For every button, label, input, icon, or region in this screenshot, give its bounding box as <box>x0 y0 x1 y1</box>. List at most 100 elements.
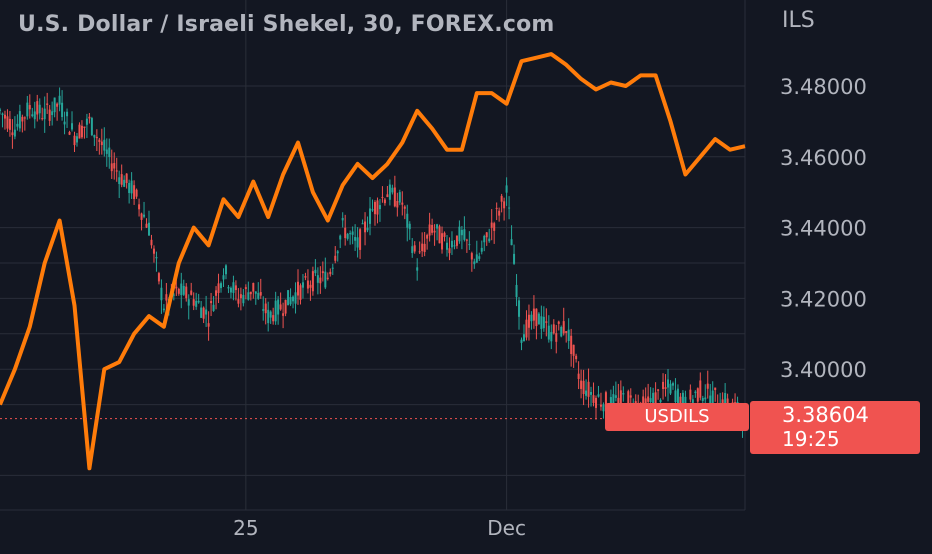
candle-body <box>657 389 660 391</box>
candle-body <box>704 397 707 400</box>
candle-body <box>577 373 580 379</box>
candle-body <box>465 239 468 241</box>
candle-body <box>103 139 106 151</box>
candle-body <box>130 180 133 194</box>
candle-body <box>505 185 508 193</box>
candle-body <box>252 283 255 292</box>
candle-body <box>709 395 712 406</box>
candle-body <box>217 283 220 293</box>
candle-body <box>133 185 136 200</box>
candle-body <box>351 231 354 235</box>
candle-body <box>378 205 381 210</box>
candle-body <box>652 392 655 409</box>
candle-body <box>282 313 285 316</box>
candle-body <box>341 217 344 221</box>
candle-body <box>418 251 421 253</box>
candle-body <box>28 105 31 110</box>
candle-body <box>433 230 436 233</box>
y-tick-label: 3.42000 <box>780 287 867 311</box>
candle-body <box>18 111 21 129</box>
candle-body <box>292 296 295 302</box>
candle-body <box>110 163 113 172</box>
candle-body <box>572 344 575 356</box>
candle-body <box>356 237 359 248</box>
candle-body <box>694 391 697 393</box>
candle-body <box>468 244 471 246</box>
candle-body <box>177 288 180 294</box>
candle-body <box>617 397 620 407</box>
candle-series <box>0 87 744 438</box>
candle-body <box>503 201 506 209</box>
candle-body <box>100 141 103 146</box>
candle-body <box>334 255 337 261</box>
candle-body <box>458 226 461 242</box>
candle-body <box>592 395 595 403</box>
candle-body <box>73 135 76 146</box>
candle-body <box>349 233 352 235</box>
candle-body <box>383 199 386 204</box>
candle-body <box>202 307 205 319</box>
symbol-badge[interactable]: USDILS <box>605 403 749 431</box>
candle-body <box>495 207 498 209</box>
candle-body <box>550 332 553 342</box>
candle-body <box>689 389 692 400</box>
candle-body <box>525 319 528 338</box>
candle-body <box>16 123 19 127</box>
candle-body <box>304 276 307 278</box>
candle-body <box>515 284 518 298</box>
candle-body <box>314 269 317 274</box>
candle-body <box>321 271 324 274</box>
candle-body <box>180 283 183 296</box>
candle-body <box>172 294 175 296</box>
candle-body <box>75 136 78 143</box>
candle-body <box>118 177 121 185</box>
candle-body <box>642 396 645 404</box>
candle-body <box>205 309 208 315</box>
candle-body <box>1 113 4 115</box>
candle-body <box>244 287 247 289</box>
candle-body <box>229 287 232 293</box>
candle-body <box>294 292 297 304</box>
candle-body <box>520 339 523 343</box>
candle-body <box>714 387 717 390</box>
candle-body <box>123 179 126 187</box>
x-axis-ticks: 25 Dec <box>233 516 526 540</box>
candle-body <box>403 206 406 209</box>
candle-body <box>215 290 218 296</box>
candle-body <box>135 189 138 197</box>
candle-body <box>671 383 674 386</box>
candle-body <box>66 111 69 117</box>
candle-body <box>537 313 540 325</box>
candle-body <box>706 383 709 389</box>
candle-body <box>182 285 185 295</box>
candle-body <box>13 129 16 137</box>
candle-body <box>527 314 530 328</box>
candle-body <box>518 300 521 317</box>
candle-body <box>301 282 304 288</box>
candle-body <box>239 294 242 299</box>
candle-body <box>674 390 677 403</box>
x-tick-label: Dec <box>487 516 526 540</box>
candle-body <box>470 253 473 260</box>
candle-body <box>530 314 533 322</box>
candle-body <box>299 285 302 300</box>
y-tick-label: 3.44000 <box>780 217 867 241</box>
candle-body <box>336 251 339 254</box>
candle-body <box>580 380 583 389</box>
candle-body <box>269 311 272 318</box>
candle-body <box>344 227 347 239</box>
candle-body <box>547 325 550 340</box>
candle-body <box>222 275 225 280</box>
candle-body <box>284 299 287 314</box>
candle-body <box>43 108 46 120</box>
candle-body <box>26 102 29 117</box>
candle-body <box>138 204 141 210</box>
candle-body <box>565 331 568 333</box>
candle-body <box>508 207 511 209</box>
candle-body <box>659 399 662 403</box>
candle-body <box>450 240 453 248</box>
candle-body <box>152 248 155 254</box>
candle-body <box>413 245 416 252</box>
